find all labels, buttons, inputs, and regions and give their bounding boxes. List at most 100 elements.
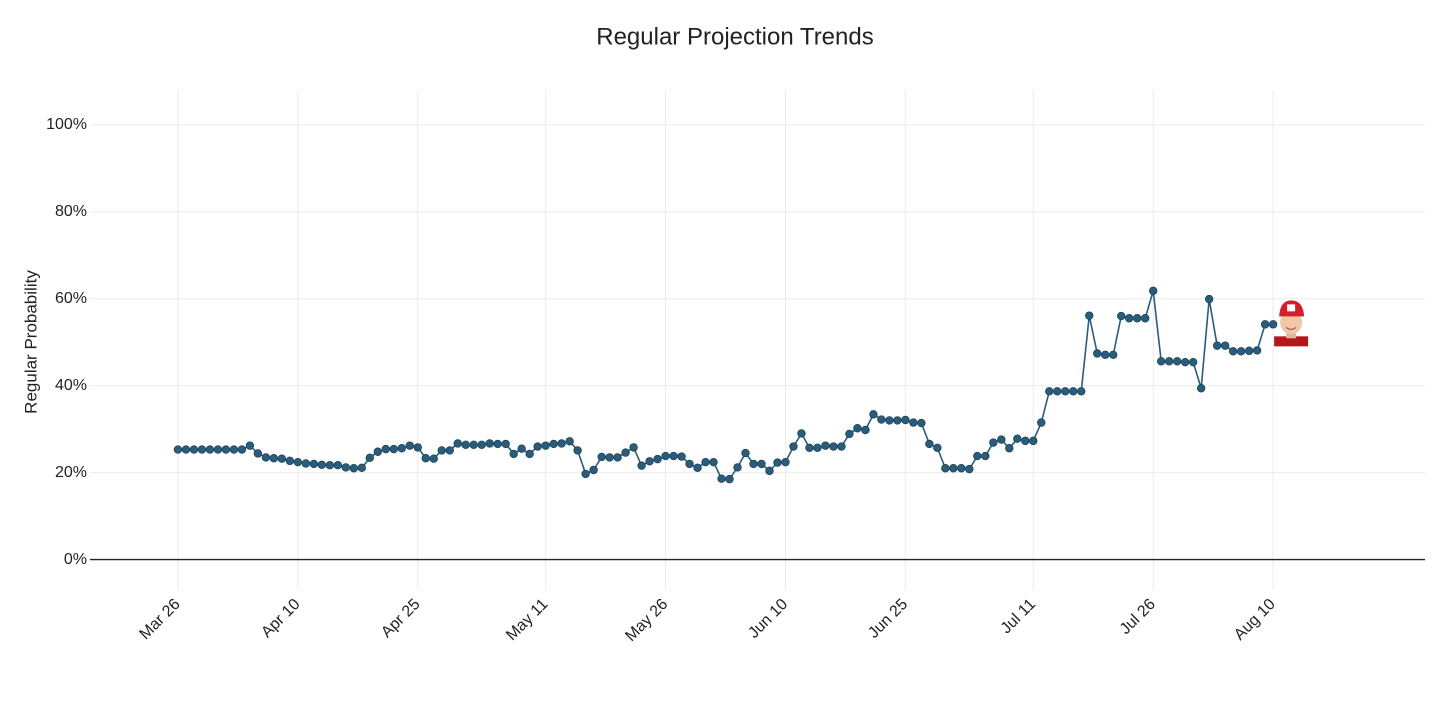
data-point (565, 437, 574, 446)
data-point (1260, 320, 1270, 329)
data-point (997, 435, 1006, 444)
data-point (605, 453, 614, 462)
data-point (789, 442, 798, 451)
x-tick-label: Mar 26 (137, 596, 184, 643)
data-point (1013, 434, 1022, 443)
data-point (901, 415, 910, 425)
data-point (717, 474, 726, 483)
x-tick-label: May 11 (503, 596, 551, 644)
data-point (453, 439, 462, 448)
data-point (405, 441, 414, 450)
x-tick-label: Jul 26 (1117, 596, 1159, 638)
data-point (429, 454, 438, 463)
data-point (213, 445, 223, 454)
data-point (909, 418, 918, 427)
data-point (373, 447, 382, 456)
data-point (501, 439, 510, 449)
x-tick-label: Apr 25 (378, 596, 423, 641)
y-tick-label: 80% (55, 203, 87, 220)
data-point (989, 438, 998, 447)
data-point (597, 452, 606, 462)
data-point (925, 439, 934, 449)
data-point (1005, 444, 1014, 453)
data-point (1244, 346, 1254, 356)
data-point (941, 464, 950, 473)
data-point (661, 451, 670, 461)
data-point (837, 442, 846, 451)
data-point (709, 457, 718, 467)
data-point (389, 444, 398, 454)
data-point (261, 453, 271, 462)
data-point (173, 445, 183, 454)
data-point (677, 452, 686, 461)
data-point (813, 443, 822, 453)
data-point (1085, 311, 1094, 320)
data-point (1172, 357, 1182, 366)
y-tick-label: 100% (46, 116, 87, 133)
data-point (773, 458, 782, 467)
data-point (381, 444, 390, 454)
data-point (357, 463, 366, 473)
data-point (309, 459, 319, 469)
data-point (1164, 357, 1174, 366)
data-point (469, 440, 478, 449)
data-point (669, 451, 678, 461)
data-point (541, 441, 550, 450)
data-point (765, 466, 774, 476)
data-point (301, 459, 311, 468)
data-point (869, 410, 878, 419)
data-point (1021, 436, 1030, 446)
headshot-cap-logo (1287, 304, 1296, 312)
data-point (285, 456, 295, 466)
data-point (693, 463, 702, 473)
data-point (797, 429, 806, 438)
data-point (1180, 357, 1190, 367)
data-point (181, 445, 191, 454)
data-point (1188, 357, 1198, 367)
data-point (1252, 346, 1262, 355)
x-tick-label: Jun 10 (745, 596, 791, 642)
data-point (1149, 286, 1158, 296)
data-point (341, 463, 351, 472)
data-point (509, 449, 518, 459)
data-point (1125, 314, 1134, 323)
headshot-shirt (1274, 336, 1309, 347)
data-point (205, 445, 215, 454)
data-point (1236, 347, 1246, 356)
data-point (1133, 314, 1142, 323)
y-tick-label: 20% (55, 464, 87, 481)
data-point (645, 457, 654, 466)
data-point (1037, 418, 1046, 427)
data-point (197, 445, 207, 454)
data-point (461, 440, 470, 449)
data-point (189, 445, 199, 454)
data-point (557, 439, 566, 448)
data-point (477, 440, 486, 449)
data-point (757, 459, 766, 469)
data-point (221, 445, 231, 454)
data-point (781, 457, 790, 467)
data-point (805, 443, 814, 453)
data-point (861, 425, 870, 435)
y-tick-label: 0% (64, 551, 87, 568)
data-point (365, 453, 374, 463)
data-point (973, 451, 982, 461)
data-point (885, 416, 894, 425)
data-point (589, 465, 598, 475)
x-tick-label: Apr 10 (258, 596, 303, 641)
data-point (485, 439, 494, 448)
data-point (1268, 320, 1278, 329)
data-point (1220, 341, 1230, 350)
data-point (1204, 294, 1214, 304)
data-point (949, 464, 958, 473)
data-point (1053, 387, 1062, 396)
y-tick-label: 60% (55, 290, 87, 307)
data-point (853, 424, 862, 433)
data-point (1156, 357, 1166, 366)
data-point (965, 464, 974, 474)
data-point (637, 461, 646, 470)
data-point (1212, 341, 1222, 350)
data-point (277, 454, 287, 463)
data-point (269, 454, 279, 463)
